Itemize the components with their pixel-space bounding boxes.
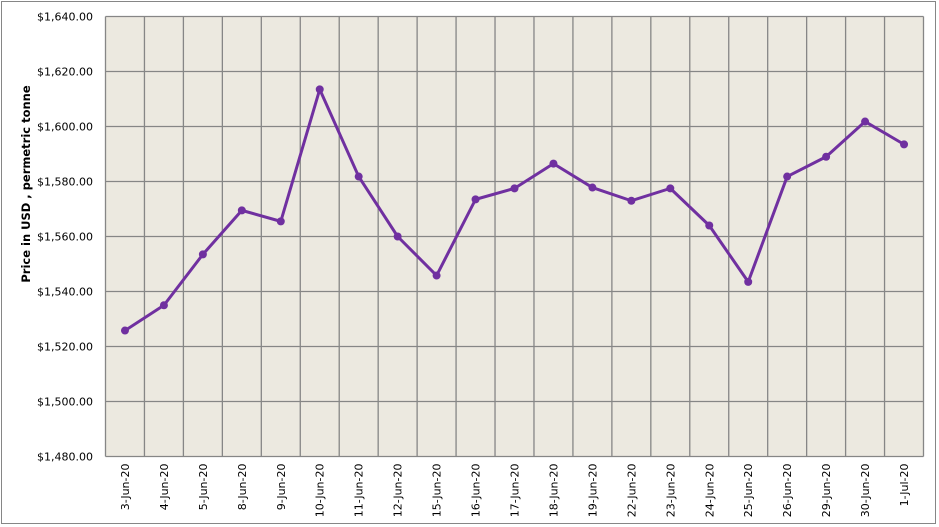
data-point	[315, 85, 324, 94]
x-tick-label: 5-Jun-20	[197, 463, 210, 510]
data-point	[159, 301, 168, 310]
y-tick-label: $1,560.00	[37, 231, 93, 244]
y-axis-ticks: $1,480.00 $1,500.00 $1,520.00 $1,540.00 $1,5…	[37, 11, 93, 464]
x-tick-label: 8-Jun-20	[236, 463, 249, 510]
x-tick-label: 24-Jun-20	[703, 464, 716, 518]
x-tick-label: 16-Jun-20	[470, 464, 483, 518]
y-tick-label: $1,480.00	[37, 451, 93, 464]
data-point	[549, 159, 558, 168]
y-tick-label: $1,580.00	[37, 176, 93, 189]
x-tick-label: 9-Jun-20	[275, 463, 288, 510]
data-point	[900, 140, 909, 149]
data-point	[120, 326, 129, 335]
data-point	[666, 184, 675, 193]
x-tick-label: 30-Jun-20	[859, 464, 872, 518]
gridlines	[104, 15, 925, 458]
x-tick-label: 15-Jun-20	[431, 464, 444, 518]
x-tick-label: 4-Jun-20	[158, 463, 171, 510]
data-point	[198, 250, 207, 259]
x-tick-label: 29-Jun-20	[820, 464, 833, 518]
x-tick-label: 26-Jun-20	[781, 464, 794, 518]
data-point	[705, 221, 714, 230]
x-tick-label: 17-Jun-20	[509, 464, 522, 518]
data-point	[354, 172, 363, 181]
x-tick-label: 25-Jun-20	[742, 464, 755, 518]
x-tick-label: 19-Jun-20	[586, 464, 599, 518]
y-tick-label: $1,640.00	[37, 11, 93, 24]
x-tick-label: 10-Jun-20	[314, 464, 327, 518]
y-tick-label: $1,620.00	[37, 66, 93, 79]
x-tick-label: 11-Jun-20	[353, 464, 366, 518]
y-tick-label: $1,520.00	[37, 341, 93, 354]
data-point	[783, 172, 792, 181]
x-tick-label: 22-Jun-20	[625, 464, 638, 518]
data-point	[744, 277, 753, 286]
data-point-markers	[120, 85, 909, 335]
y-axis-label: Price in USD , permetric tonne	[19, 85, 33, 283]
x-tick-label: 23-Jun-20	[664, 464, 677, 518]
data-point	[471, 195, 480, 204]
data-point	[432, 271, 441, 280]
data-point	[861, 117, 870, 126]
y-tick-label: $1,600.00	[37, 121, 93, 134]
data-point	[510, 184, 519, 193]
x-tick-label: 3-Jun-20	[119, 463, 132, 510]
data-point	[393, 232, 402, 241]
y-tick-label: $1,540.00	[37, 286, 93, 299]
x-axis-ticks: 3-Jun-20 4-Jun-20 5-Jun-20 8-Jun-20 9-Jun-20…	[119, 463, 911, 517]
data-point	[822, 152, 831, 161]
x-tick-label: 1-Jul-20	[898, 464, 911, 507]
x-tick-label: 12-Jun-20	[392, 464, 405, 518]
x-tick-label: 18-Jun-20	[547, 464, 560, 518]
data-point	[276, 217, 285, 226]
data-point	[237, 206, 246, 215]
data-point	[588, 183, 597, 192]
y-tick-label: $1,500.00	[37, 396, 93, 409]
data-point	[627, 196, 636, 205]
